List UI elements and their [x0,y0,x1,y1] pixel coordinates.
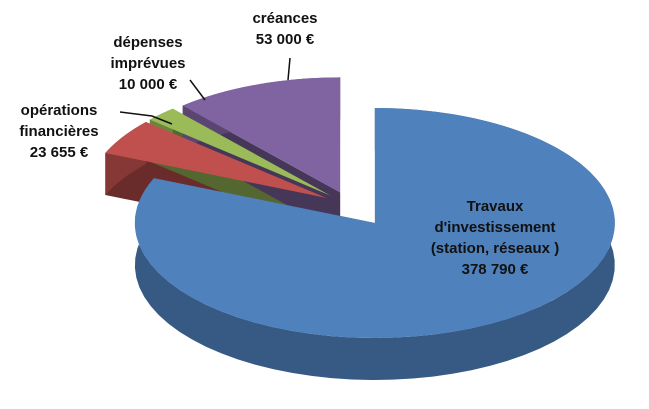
leader-line [119,111,173,125]
value-label: 23 655 € [29,144,89,161]
slice [149,108,331,196]
slice [134,107,615,338]
data-label: Travaux d'investissement (station, résea… [420,196,570,280]
value-label: 378 790 € [461,261,529,278]
category-label: créances [252,10,318,27]
category-label: opérations financières [19,102,99,140]
value-label: 10 000 € [118,76,178,93]
slice [105,122,327,198]
data-label: opérations financières 23 655 € [0,100,118,163]
data-label: créances 53 000 € [235,8,335,50]
slice [182,77,341,193]
category-label: Travaux d'investissement (station, résea… [430,198,560,257]
data-label: dépenses imprévues 10 000 € [98,32,198,95]
leader-line [189,79,206,101]
leader-line [287,57,291,81]
category-label: dépenses imprévues [110,34,186,72]
value-label: 53 000 € [255,31,315,48]
